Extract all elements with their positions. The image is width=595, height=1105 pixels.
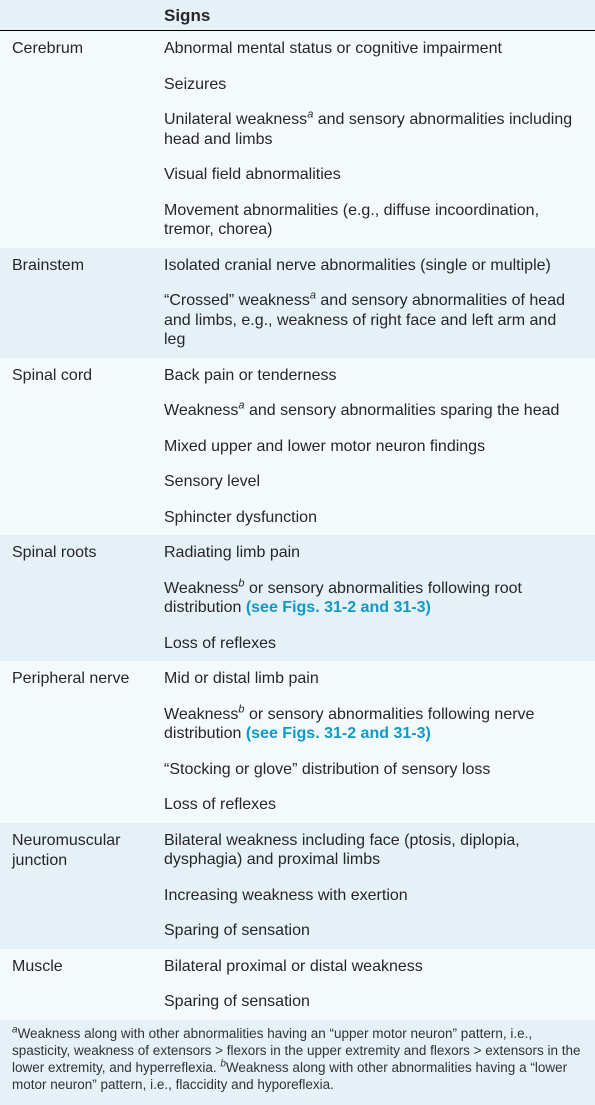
- table-row: BrainstemIsolated cranial nerve abnormal…: [0, 248, 595, 358]
- sign-item: Isolated cranial nerve abnormalities (si…: [164, 248, 581, 284]
- sign-item: Sensory level: [164, 464, 581, 500]
- sign-item: Weaknessa and sensory abnormalities spar…: [164, 393, 581, 429]
- table-row: Neuromuscular junctionBilateral weakness…: [0, 823, 595, 949]
- signs-cell: Isolated cranial nerve abnormalities (si…: [160, 248, 595, 358]
- sign-text-pre: Weakness: [164, 580, 238, 597]
- sign-text-pre: Unilateral weakness: [164, 111, 307, 128]
- figure-reference-link[interactable]: (see Figs. 31-2 and 31-3): [246, 725, 431, 742]
- sign-item: Movement abnormalities (e.g., diffuse in…: [164, 193, 581, 248]
- sign-text-pre: Weakness: [164, 402, 238, 419]
- signs-cell: Bilateral weakness including face (ptosi…: [160, 823, 595, 949]
- sign-text-pre: “Crossed” weakness: [164, 292, 310, 309]
- sign-item: Bilateral proximal or distal weakness: [164, 949, 581, 985]
- signs-cell: Abnormal mental status or cognitive impa…: [160, 31, 595, 248]
- anatomy-label: Cerebrum: [0, 31, 160, 248]
- signs-cell: Back pain or tendernessWeaknessa and sen…: [160, 358, 595, 536]
- sign-item: Weaknessb or sensory abnormalities follo…: [164, 697, 581, 752]
- sign-item: Seizures: [164, 67, 581, 103]
- sign-item: Mid or distal limb pain: [164, 661, 581, 697]
- table-row: Peripheral nerveMid or distal limb painW…: [0, 661, 595, 823]
- signs-cell: Bilateral proximal or distal weaknessSpa…: [160, 949, 595, 1020]
- sign-item: Unilateral weaknessa and sensory abnorma…: [164, 102, 581, 157]
- table-row: Spinal rootsRadiating limb painWeaknessb…: [0, 535, 595, 661]
- sign-item: Visual field abnormalities: [164, 157, 581, 193]
- sign-text-post: and sensory abnormalities sparing the he…: [245, 402, 560, 419]
- sign-item: Loss of reflexes: [164, 626, 581, 662]
- footnotes-block: aWeakness along with other abnormalities…: [0, 1020, 595, 1105]
- sign-item: Sphincter dysfunction: [164, 500, 581, 536]
- anatomy-label: Neuromuscular junction: [0, 823, 160, 949]
- anatomy-label: Peripheral nerve: [0, 661, 160, 823]
- table-body: CerebrumAbnormal mental status or cognit…: [0, 31, 595, 1020]
- sign-item: Back pain or tenderness: [164, 358, 581, 394]
- neuro-signs-table: Signs CerebrumAbnormal mental status or …: [0, 0, 595, 1105]
- table-row: CerebrumAbnormal mental status or cognit…: [0, 31, 595, 248]
- signs-cell: Radiating limb painWeaknessb or sensory …: [160, 535, 595, 661]
- sign-item: Weaknessb or sensory abnormalities follo…: [164, 571, 581, 626]
- sign-item: “Stocking or glove” distribution of sens…: [164, 752, 581, 788]
- anatomy-label: Spinal roots: [0, 535, 160, 661]
- table-row: MuscleBilateral proximal or distal weakn…: [0, 949, 595, 1020]
- signs-cell: Mid or distal limb painWeaknessb or sens…: [160, 661, 595, 823]
- sign-item: Sparing of sensation: [164, 984, 581, 1020]
- sign-text-pre: Weakness: [164, 706, 238, 723]
- anatomy-label: Spinal cord: [0, 358, 160, 536]
- sign-item: Mixed upper and lower motor neuron findi…: [164, 429, 581, 465]
- table-header-row: Signs: [0, 0, 595, 31]
- sign-item: Increasing weakness with exertion: [164, 878, 581, 914]
- sign-item: Radiating limb pain: [164, 535, 581, 571]
- sign-item: Sparing of sensation: [164, 913, 581, 949]
- figure-reference-link[interactable]: (see Figs. 31-2 and 31-3): [246, 599, 431, 616]
- sign-item: Bilateral weakness including face (ptosi…: [164, 823, 581, 878]
- header-signs-col: Signs: [160, 6, 595, 26]
- header-anatomy-col: [0, 6, 160, 26]
- table-row: Spinal cordBack pain or tendernessWeakne…: [0, 358, 595, 536]
- anatomy-label: Brainstem: [0, 248, 160, 358]
- sign-item: Loss of reflexes: [164, 787, 581, 823]
- anatomy-label: Muscle: [0, 949, 160, 1020]
- sign-item: Abnormal mental status or cognitive impa…: [164, 31, 581, 67]
- sign-item: “Crossed” weaknessa and sensory abnormal…: [164, 283, 581, 358]
